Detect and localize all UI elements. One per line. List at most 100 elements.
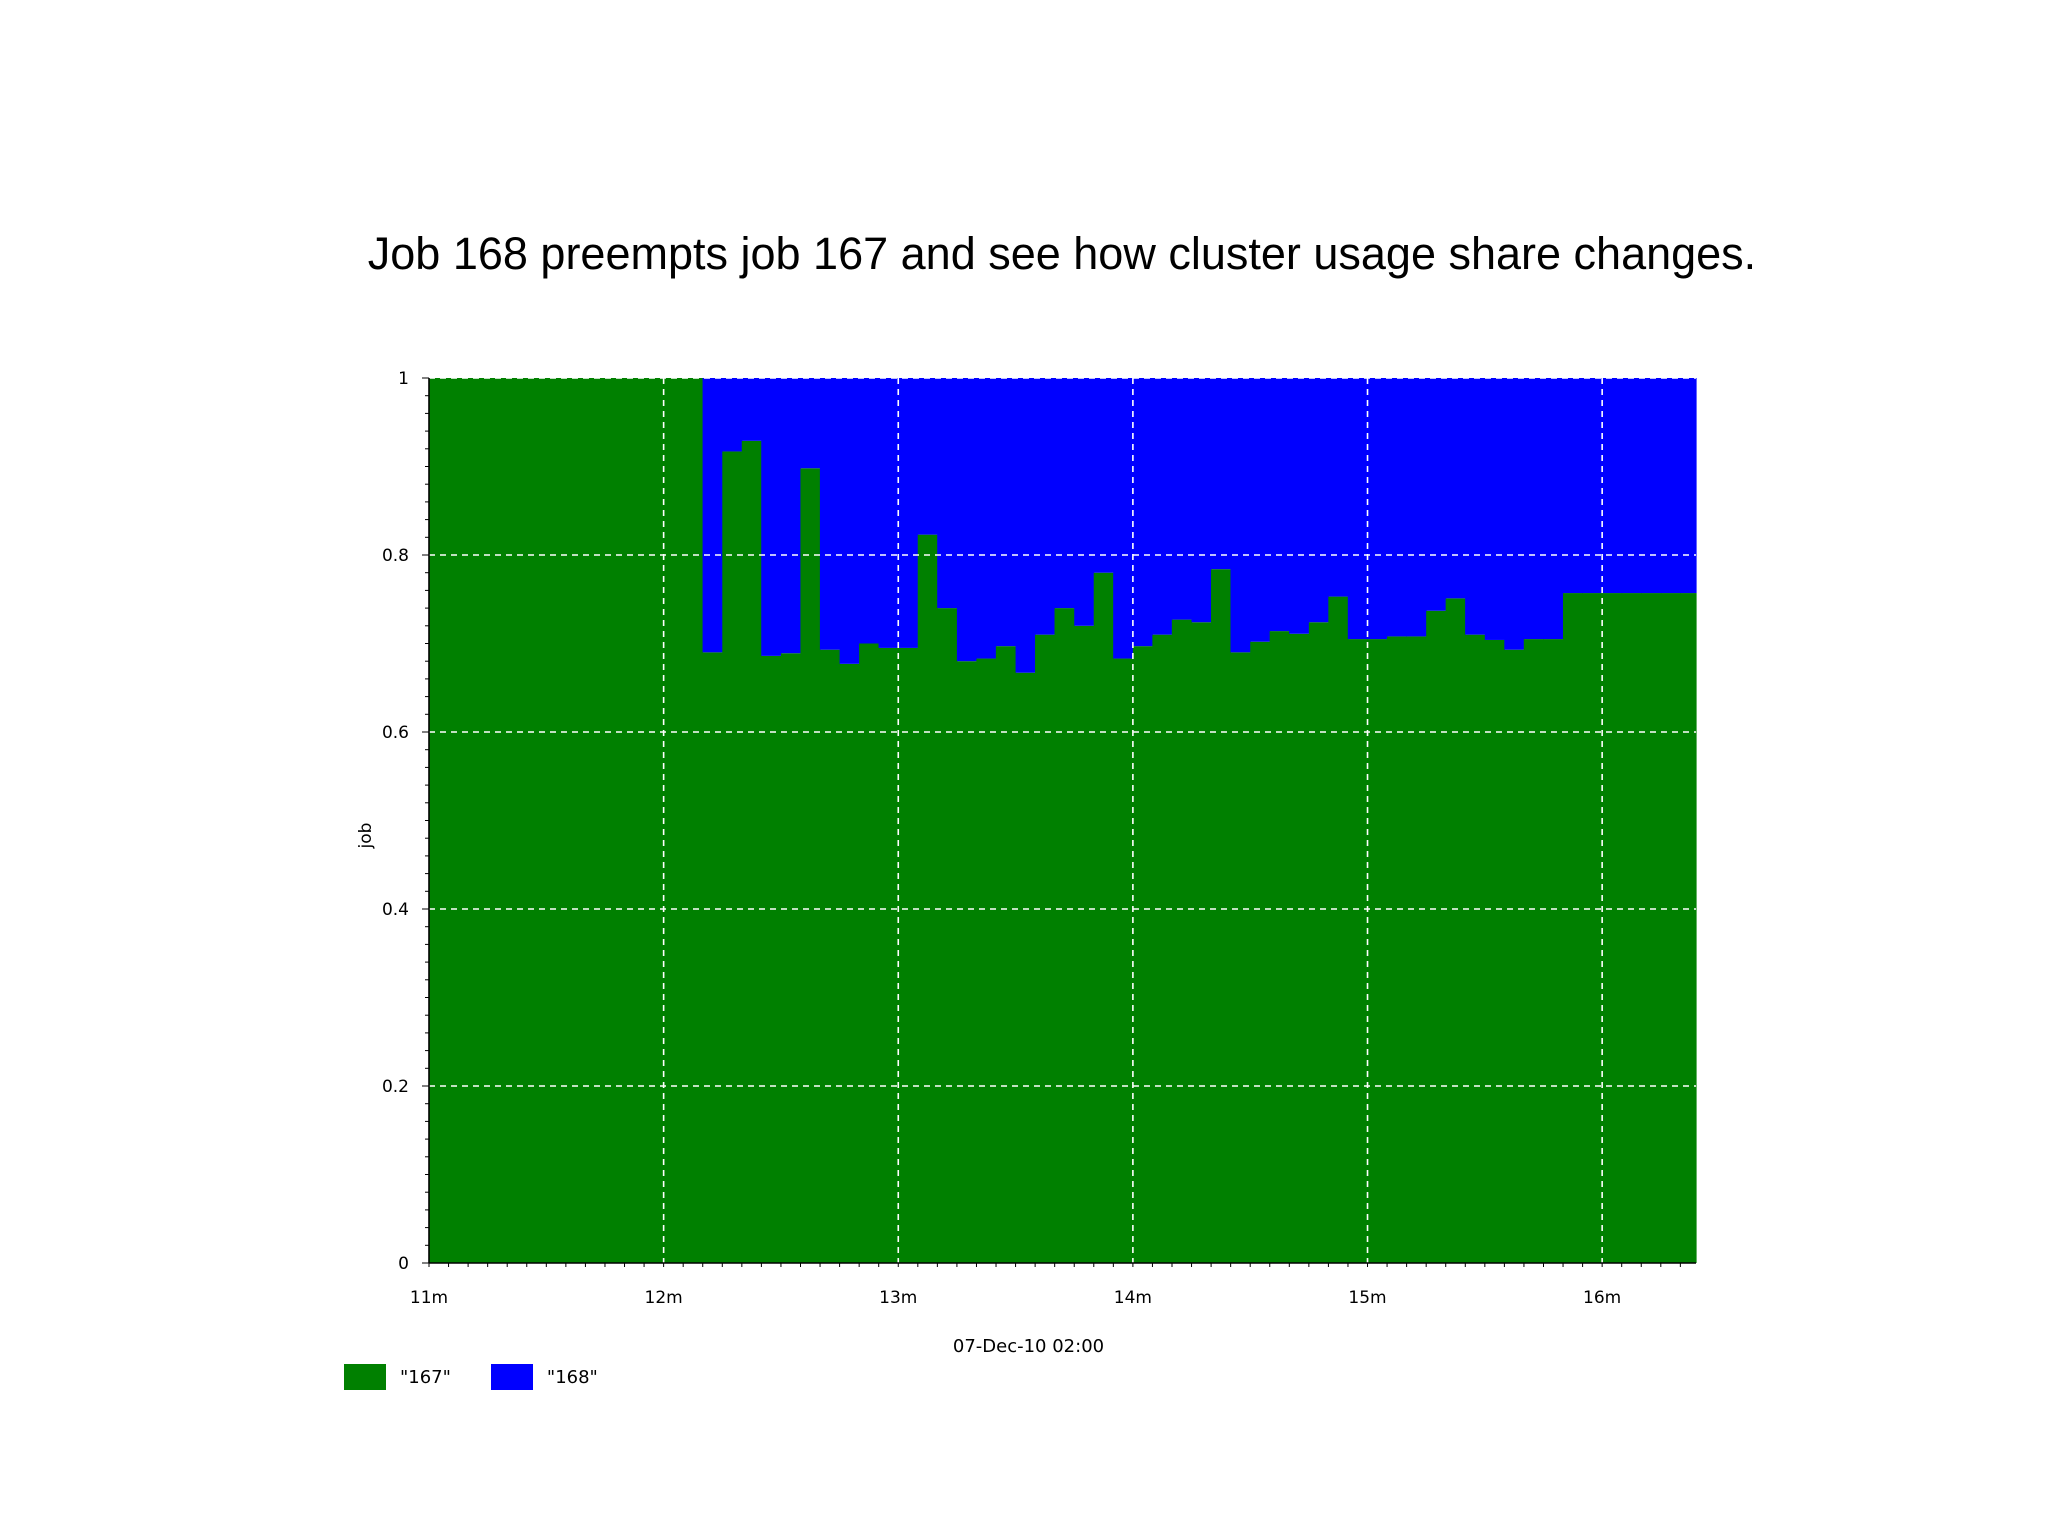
legend-label-168: "168" [546,1366,598,1388]
series-167-step-1 [702,652,723,1263]
series-168-step-42 [1504,378,1525,650]
series-167-step-19 [1054,608,1075,1263]
series-167-step-8 [839,663,860,1263]
series-167-step-12 [917,534,938,1263]
series-167-step-28 [1230,652,1251,1263]
series-167-step-25 [1171,619,1193,1263]
legend-label-167: "167" [400,1366,451,1388]
series-168-step-10 [878,378,899,648]
series-168-step-46 [1582,378,1603,594]
y-tick-label-2: 0.4 [382,900,409,920]
series-168-step-12 [917,378,938,535]
series-168-step-16 [995,378,1017,647]
series-167-step-3 [741,440,762,1264]
series-168-step-51 [1680,378,1697,594]
series-168-step-6 [800,378,821,469]
series-167-step-10 [878,647,899,1263]
series-167-step-26 [1191,622,1212,1263]
series-168-step-27 [1211,378,1232,570]
series-167-step-44 [1543,639,1564,1263]
legend-item-168: "168" [490,1364,598,1390]
series-167-step-37 [1406,636,1427,1263]
legend-swatch-168 [490,1364,533,1390]
series-168-step-11 [898,378,919,648]
series-168-step-18 [1035,378,1056,635]
series-168-step-24 [1152,378,1173,635]
series-168-step-3 [741,378,762,441]
series-168-step-41 [1484,378,1505,640]
series-168-step-28 [1230,378,1251,653]
series-167-step-11 [898,647,919,1263]
series-167-step-0 [429,378,704,1263]
series-168-step-4 [761,378,782,656]
series-167-step-41 [1484,639,1505,1263]
series-168-step-44 [1543,378,1564,640]
series-167-step-18 [1035,634,1056,1263]
series-168-step-39 [1445,378,1466,599]
series-167-step-4 [761,655,782,1263]
y-tick-label-1: 0.2 [382,1077,409,1097]
y-tick-label-0: 0 [398,1254,409,1274]
series-167-step-33 [1328,596,1349,1263]
series-167-step-7 [819,649,841,1263]
y-tick-label-5: 1 [398,369,409,389]
series-167-step-39 [1445,598,1466,1263]
series-168-step-47 [1602,378,1623,594]
series-168-step-7 [819,378,841,650]
series-167-step-51 [1680,593,1697,1263]
x-tick-label-5: 16m [1583,1288,1621,1308]
series-168-step-48 [1621,378,1642,594]
series-168-step-43 [1523,378,1545,640]
stacked-area-chart: 0 0.2 0.4 0.6 0.8 1 11m 12m 13m 14m 15m 16m 07-Dec-1… [356,369,1697,1357]
series-168-step-33 [1328,378,1349,597]
series-167-step-21 [1093,572,1114,1263]
y-tick-label-4: 0.8 [382,546,409,566]
series-168-step-20 [1074,378,1095,626]
series-167-step-20 [1074,625,1095,1263]
series-168-step-45 [1562,378,1584,594]
series-167-step-22 [1113,658,1134,1263]
slide-title: Job 168 preempts job 167 and see how clu… [367,228,1757,279]
series-168-step-40 [1465,378,1486,635]
series-168-step-30 [1269,378,1290,632]
series-168-step-36 [1386,378,1408,637]
series-167-step-2 [722,451,743,1263]
legend-swatch-167 [344,1364,386,1390]
series-167-step-31 [1289,633,1310,1263]
x-tick-label-0: 11m [410,1288,448,1308]
series-167-step-47 [1602,593,1623,1263]
series-168-step-23 [1132,378,1153,647]
series-168-step-38 [1426,378,1447,611]
series-167-step-46 [1582,593,1603,1263]
series-167-step-15 [976,658,997,1263]
series-168-step-13 [937,378,958,609]
series-168-step-9 [859,378,880,644]
series-168-step-2 [722,378,743,452]
y-tick-label-3: 0.6 [382,723,409,743]
y-axis-label: job [356,823,376,850]
series-168-step-37 [1406,378,1427,637]
series-167-step-36 [1386,636,1408,1263]
legend-item-167: "167" [344,1364,451,1390]
series-168-step-25 [1171,378,1193,620]
series-167-step-35 [1367,639,1388,1263]
series-167-step-14 [956,661,977,1263]
series-167-step-42 [1504,649,1525,1263]
x-tick-label-3: 14m [1114,1288,1152,1308]
series-168-step-14 [956,378,977,662]
series-168-step-31 [1289,378,1310,634]
series-168-step-26 [1191,378,1212,623]
chart-legend: "167" "168" [344,1362,598,1392]
series-168-step-8 [839,378,860,664]
series-168-step-17 [1015,378,1036,673]
series-167-step-50 [1660,593,1681,1263]
series-167-step-45 [1562,593,1584,1263]
series-167-step-27 [1211,569,1232,1263]
series-168-step-5 [780,378,802,654]
series-167-step-5 [780,653,802,1263]
series-167-step-43 [1523,639,1545,1263]
series-167-step-32 [1308,622,1329,1263]
series-168-step-21 [1093,378,1114,573]
series-167-step-6 [800,468,821,1263]
x-tick-label-1: 12m [645,1288,683,1308]
